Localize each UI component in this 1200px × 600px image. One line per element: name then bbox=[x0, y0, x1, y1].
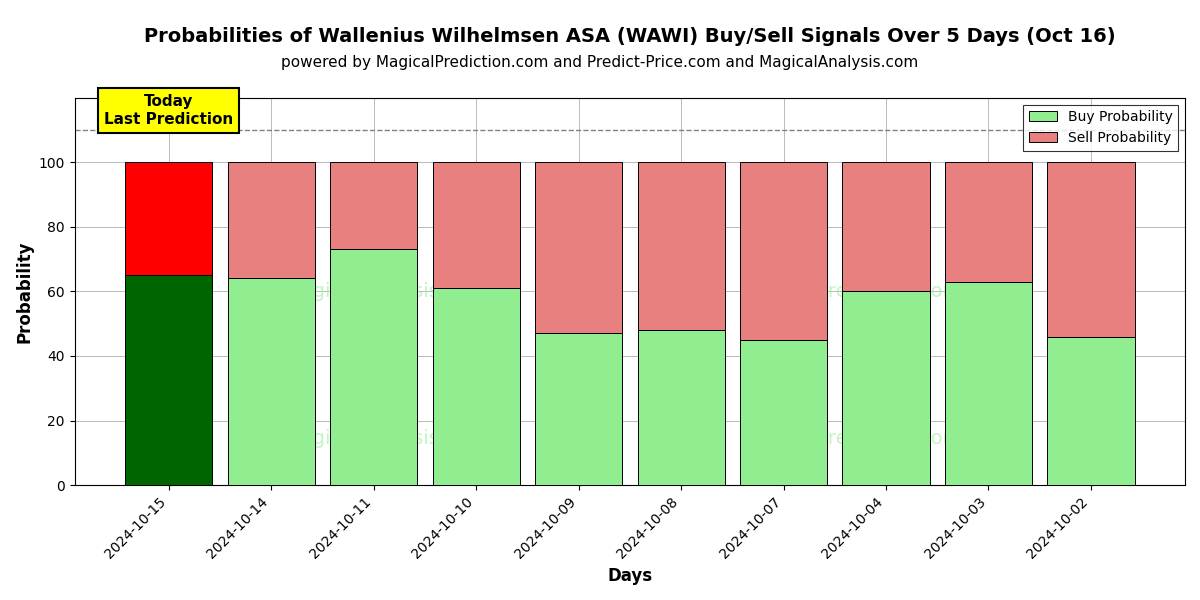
Bar bbox=[228, 162, 314, 278]
Bar bbox=[125, 162, 212, 275]
Bar bbox=[740, 162, 827, 340]
Bar bbox=[535, 162, 622, 334]
Bar bbox=[1048, 162, 1134, 337]
Bar bbox=[330, 162, 418, 250]
Bar bbox=[842, 162, 930, 292]
Text: MagicalPrediction.com: MagicalPrediction.com bbox=[742, 429, 961, 448]
Text: Today
Last Prediction: Today Last Prediction bbox=[104, 94, 233, 127]
Bar bbox=[740, 340, 827, 485]
Bar bbox=[432, 288, 520, 485]
Text: MagicalAnalysis.com: MagicalAnalysis.com bbox=[284, 429, 487, 448]
Bar bbox=[228, 278, 314, 485]
Text: MagicalPrediction.com: MagicalPrediction.com bbox=[742, 282, 961, 301]
Bar bbox=[842, 292, 930, 485]
Bar bbox=[637, 330, 725, 485]
Bar bbox=[125, 275, 212, 485]
Bar bbox=[944, 162, 1032, 281]
Bar bbox=[432, 162, 520, 288]
Bar bbox=[1048, 337, 1134, 485]
Y-axis label: Probability: Probability bbox=[16, 240, 34, 343]
Bar bbox=[637, 162, 725, 330]
Bar bbox=[944, 281, 1032, 485]
Bar bbox=[535, 334, 622, 485]
Text: MagicalAnalysis.com: MagicalAnalysis.com bbox=[284, 282, 487, 301]
Text: powered by MagicalPrediction.com and Predict-Price.com and MagicalAnalysis.com: powered by MagicalPrediction.com and Pre… bbox=[281, 55, 919, 70]
Bar bbox=[330, 250, 418, 485]
X-axis label: Days: Days bbox=[607, 567, 653, 585]
Title: Probabilities of Wallenius Wilhelmsen ASA (WAWI) Buy/Sell Signals Over 5 Days (O: Probabilities of Wallenius Wilhelmsen AS… bbox=[144, 27, 1116, 46]
Legend: Buy Probability, Sell Probability: Buy Probability, Sell Probability bbox=[1024, 104, 1178, 151]
